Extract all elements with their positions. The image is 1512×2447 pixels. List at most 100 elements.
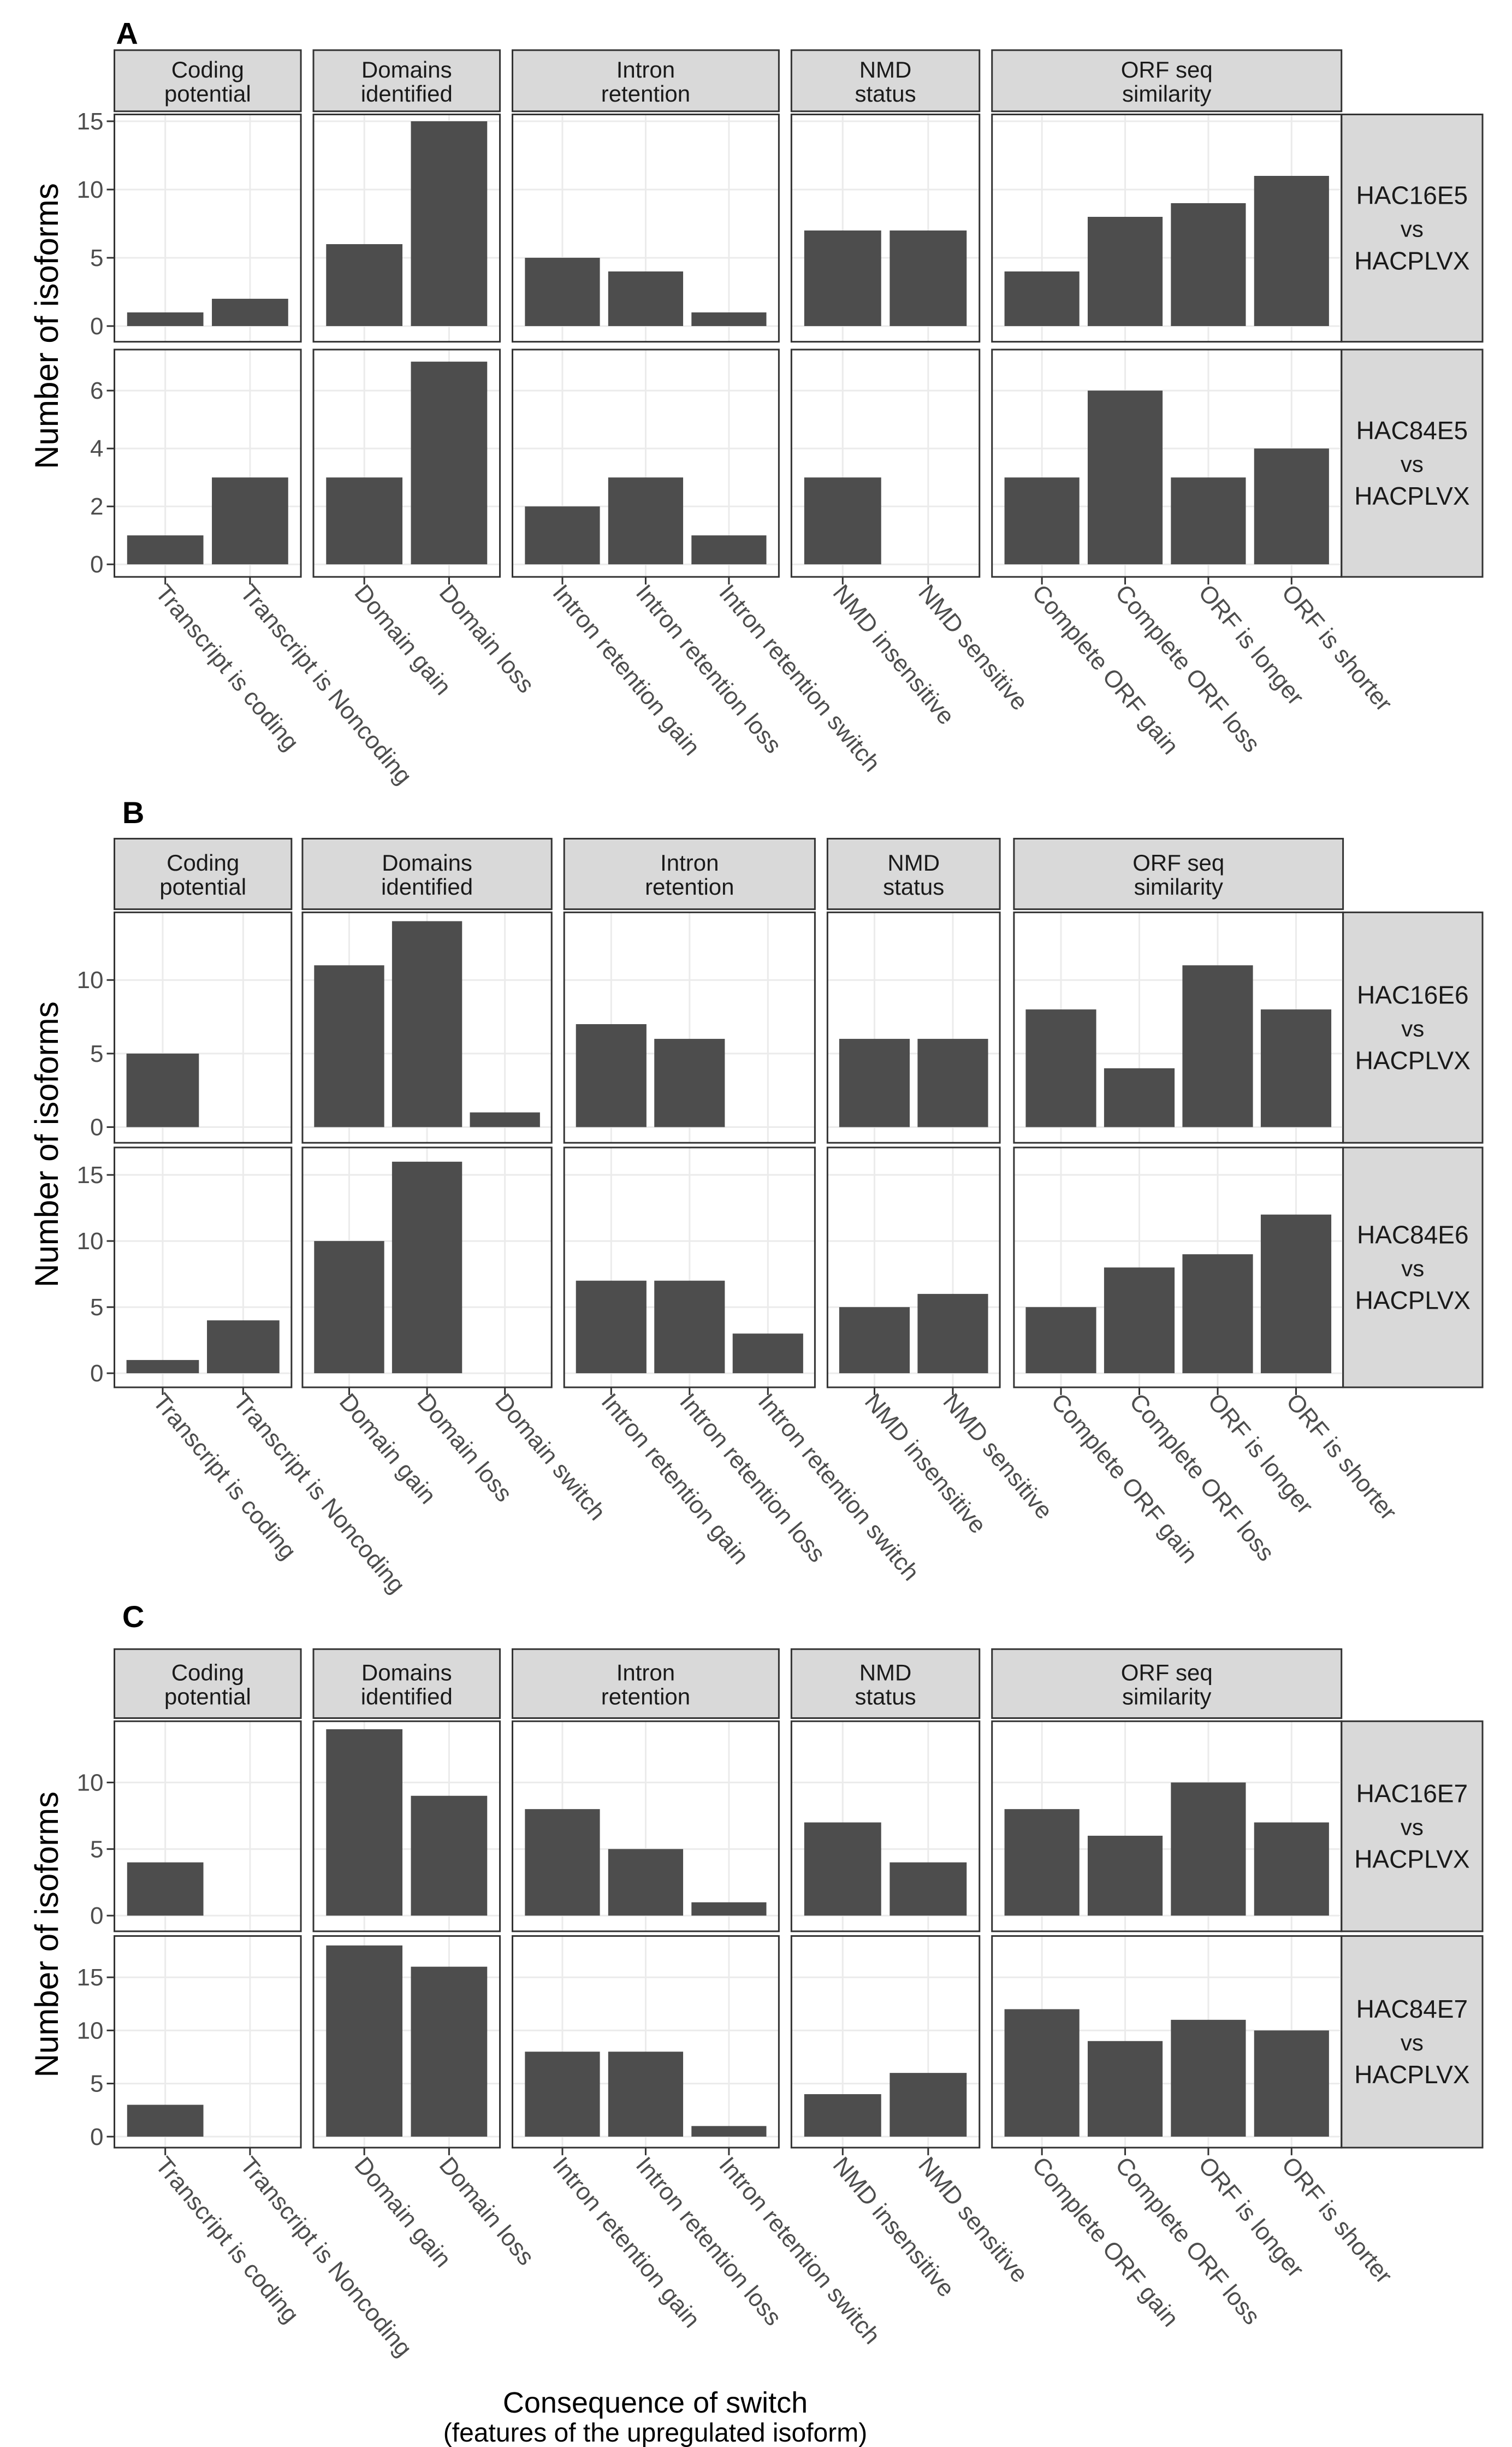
facet-title-line1: Coding (171, 57, 244, 82)
y-tick-label: 5 (90, 1836, 103, 1863)
row-label-line3: HACPLVX (1354, 482, 1469, 510)
y-tick-label: 2 (90, 493, 103, 520)
bar-transcript-is-coding (127, 2105, 204, 2137)
bar-intron-retention-switch (691, 312, 767, 326)
bar-complete-orf-gain (1025, 1307, 1096, 1374)
y-tick-label: 0 (90, 551, 103, 578)
y-tick-label: 15 (77, 1964, 104, 1991)
bar-nmd-sensitive (890, 2073, 967, 2137)
facet-strip (511, 1648, 780, 1719)
row-label-line2: vs (1401, 216, 1424, 242)
y-tick-label: 0 (90, 1360, 103, 1387)
bar-domain-loss (411, 121, 488, 326)
bar-domain-loss (411, 362, 488, 565)
row-strip (1341, 1935, 1484, 2149)
facet-title-line2: status (883, 874, 944, 900)
y-tick-label: 5 (90, 2071, 103, 2097)
bar-complete-orf-gain (1004, 477, 1080, 565)
facet-frame (790, 114, 981, 343)
facet-title-line2: retention (601, 1683, 690, 1709)
bar-domain-loss (411, 1795, 488, 1916)
facet-frame (312, 1720, 501, 1932)
bar-intron-retention-gain (525, 2052, 600, 2137)
facet-title-line1: Intron (616, 1659, 675, 1685)
bar-intron-retention-loss (608, 1849, 684, 1916)
y-tick-label: 0 (90, 1902, 103, 1929)
bar-domain-gain (314, 965, 384, 1127)
facet-frame (991, 348, 1343, 578)
row-label-line3: HACPLVX (1354, 1845, 1469, 1873)
row-label-line1: HAC16E7 (1356, 1780, 1468, 1808)
bar-domain-loss (392, 921, 463, 1127)
facet-title-line2: retention (645, 874, 734, 900)
row-strip (1341, 1720, 1484, 1932)
bar-intron-retention-gain (576, 1024, 647, 1127)
facet-frame (991, 1720, 1343, 1932)
row-label-line3: HACPLVX (1355, 1286, 1471, 1314)
bar-orf-is-shorter (1260, 1214, 1332, 1374)
facet-frame (511, 1720, 780, 1932)
y-tick-label: 10 (77, 1769, 104, 1796)
bar-transcript-is-coding (126, 1053, 199, 1127)
facet-title-line2: potential (164, 1683, 251, 1709)
bar-intron-retention-gain (576, 1280, 647, 1374)
row-label-line3: HACPLVX (1354, 2060, 1469, 2089)
facet-strip (1013, 837, 1344, 911)
x-axis-title-line2: (features of the upregulated isoform) (443, 2419, 867, 2447)
bar-domain-gain (326, 244, 403, 326)
x-axis-title-line1: Consequence of switch (503, 2386, 808, 2419)
facet-title-line1: NMD (859, 57, 912, 82)
bar-orf-is-shorter (1254, 2030, 1329, 2137)
bar-intron-retention-switch (691, 1902, 767, 1916)
bar-domain-gain (326, 477, 403, 565)
facet-title-line2: similarity (1134, 874, 1223, 900)
facet-frame (114, 1146, 293, 1388)
facet-frame (312, 1935, 501, 2149)
facet-strip (301, 837, 553, 911)
y-tick-label: 10 (77, 967, 104, 994)
facet-frame (826, 1146, 1001, 1388)
facet-title-line2: similarity (1122, 1683, 1211, 1709)
bar-complete-orf-loss (1087, 391, 1163, 565)
bar-orf-is-longer (1171, 203, 1246, 326)
bar-intron-retention-gain (525, 506, 600, 565)
y-tick-label: 15 (77, 1162, 104, 1189)
bar-intron-retention-loss (608, 271, 684, 326)
facet-strip (511, 49, 780, 113)
facet-strip (114, 49, 302, 113)
facet-title-line1: Domains (361, 1659, 452, 1685)
bar-orf-is-shorter (1254, 448, 1329, 565)
bar-orf-is-shorter (1254, 175, 1329, 326)
y-tick-label: 10 (77, 1228, 104, 1255)
facet-title-line2: potential (164, 81, 251, 107)
row-label-line1: HAC16E6 (1357, 980, 1469, 1009)
bar-complete-orf-loss (1087, 1835, 1163, 1916)
panel-label: C (122, 1599, 144, 1634)
bar-complete-orf-loss (1104, 1068, 1175, 1127)
bar-domain-gain (314, 1241, 384, 1374)
bar-nmd-insensitive (804, 2094, 881, 2137)
row-label-line1: HAC16E5 (1356, 181, 1468, 210)
facet-frame (991, 114, 1343, 343)
y-axis-title: Number of isoforms (28, 1001, 65, 1287)
bar-orf-is-longer (1171, 2019, 1246, 2137)
bar-complete-orf-gain (1004, 2009, 1080, 2137)
facet-title-line2: retention (601, 81, 690, 107)
bar-intron-retention-switch (732, 1333, 803, 1374)
bar-domain-switch (470, 1112, 540, 1127)
bar-intron-retention-loss (654, 1280, 725, 1374)
facet-frame (114, 348, 302, 578)
y-tick-label: 0 (90, 1114, 103, 1141)
row-label-line1: HAC84E6 (1357, 1220, 1469, 1249)
bar-transcript-is-coding (127, 312, 204, 326)
facet-strip (991, 49, 1343, 113)
row-label-line3: HACPLVX (1354, 247, 1469, 275)
facet-frame (511, 114, 780, 343)
facet-title-line2: identified (381, 874, 473, 900)
facet-frame (114, 1935, 302, 2149)
bar-nmd-sensitive (890, 230, 967, 326)
bar-complete-orf-loss (1087, 216, 1163, 326)
row-label-line2: vs (1401, 1814, 1424, 1840)
facet-frame (114, 911, 293, 1144)
